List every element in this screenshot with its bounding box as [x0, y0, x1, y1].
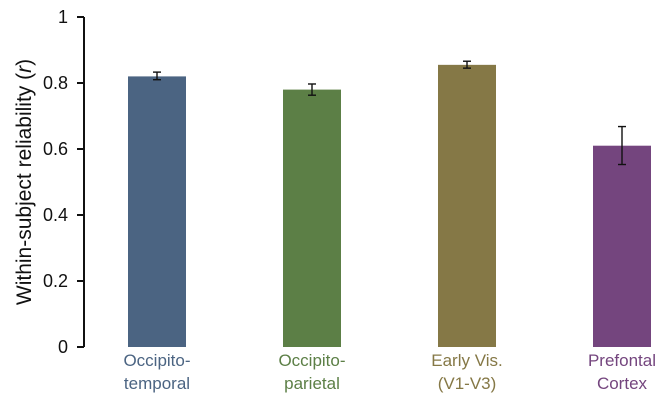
category-label-line: parietal: [284, 374, 340, 393]
error-bar-3: [463, 60, 471, 69]
bar-2: [283, 89, 341, 347]
error-bar-2: [308, 83, 316, 96]
bar-3: [438, 64, 496, 347]
y-tick-label: 0: [58, 337, 68, 357]
category-label-line: Cortex: [597, 374, 648, 393]
y-axis-label-symbol: r: [13, 65, 36, 73]
bar-4: [593, 145, 651, 347]
category-label-line: Occipito-: [278, 351, 345, 370]
category-label-line: Occipito-: [123, 351, 190, 370]
bars: [128, 60, 651, 348]
category-label-4: Prefontal Cortex: [588, 351, 656, 393]
category-label-line: (V1-V3): [438, 374, 497, 393]
error-bar-1: [153, 71, 161, 81]
y-axis: 0 0.2 0.4 0.6 0.8 1: [43, 7, 85, 357]
y-tick-label: 0.4: [43, 205, 68, 225]
category-label-line: temporal: [124, 374, 190, 393]
category-label-line: Early Vis.: [431, 351, 503, 370]
y-tick-label: 0.6: [43, 139, 68, 159]
category-label-line: Prefontal: [588, 351, 656, 370]
category-label-2: Occipito-parietal: [278, 351, 345, 393]
y-tick-label: 0.8: [43, 73, 68, 93]
error-bar-4: [618, 125, 626, 166]
category-label-1: Occipito-temporal: [123, 351, 190, 393]
y-axis-label-suffix: ): [13, 59, 36, 66]
y-tick-label: 0.2: [43, 271, 68, 291]
y-axis-label: Within-subject reliability (r): [13, 59, 36, 305]
y-tick-label: 1: [58, 7, 68, 27]
category-labels: Occipito-temporalOccipito-parietalEarly …: [123, 351, 656, 393]
y-axis-label-prefix: Within-subject reliability (: [13, 73, 36, 305]
category-label-3: Early Vis. (V1-V3): [431, 351, 503, 393]
bar-1: [128, 76, 186, 348]
